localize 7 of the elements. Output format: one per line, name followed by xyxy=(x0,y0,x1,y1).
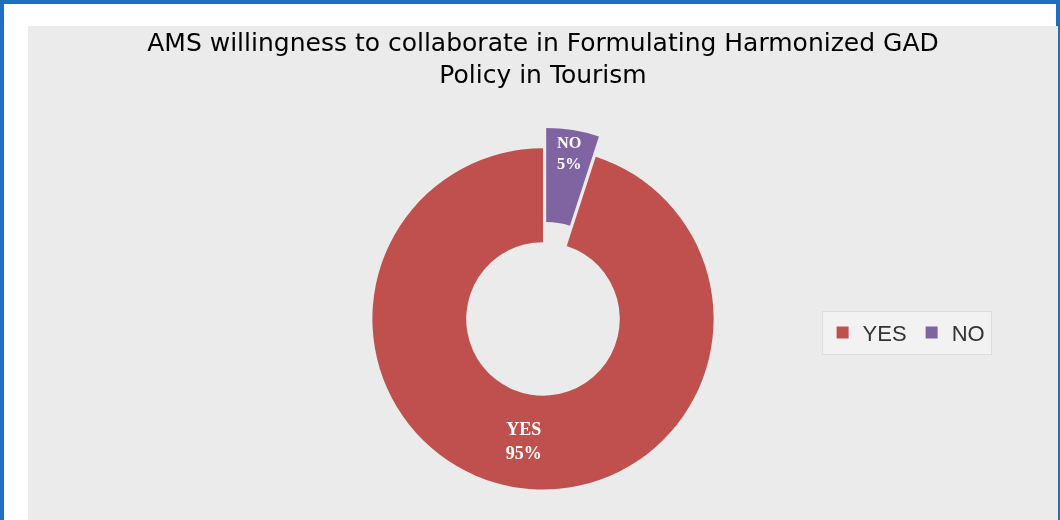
legend-label: YES xyxy=(862,321,907,347)
data-label: 95% xyxy=(505,442,542,463)
legend-label: NO xyxy=(951,321,985,347)
slice-label: NO xyxy=(557,133,582,152)
slice-label: YES xyxy=(506,419,542,440)
data-label: 5% xyxy=(557,154,582,173)
chart-title: AMS willingness to collaborate in Formulating Harmonized GAD Policy in Tourism xyxy=(147,27,939,90)
